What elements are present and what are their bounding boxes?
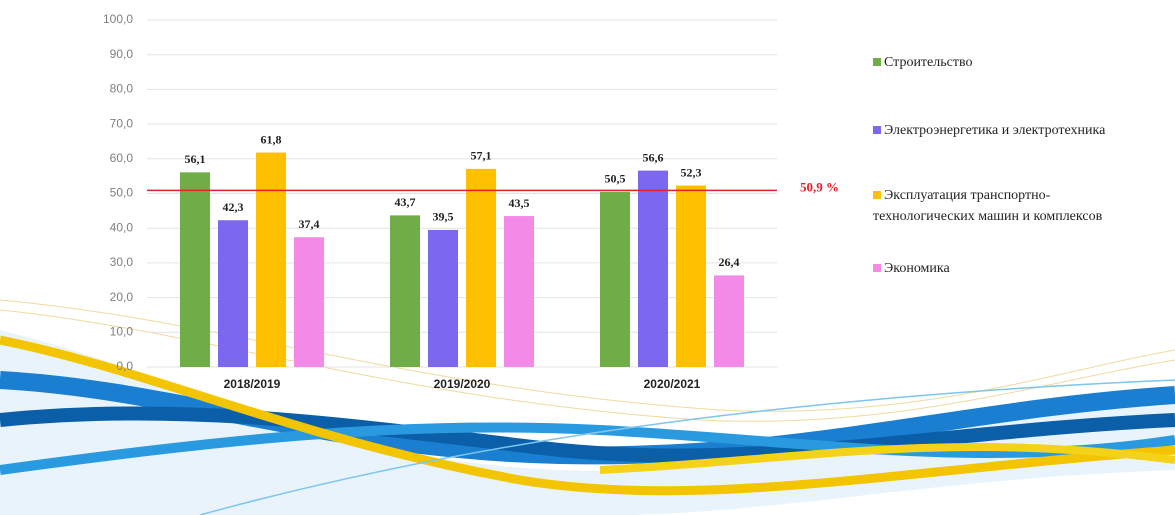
- x-tick-label: 2020/2021: [644, 377, 701, 391]
- bar: [218, 220, 248, 367]
- legend-label: Электроэнергетика и электротехника: [884, 123, 1106, 138]
- value-label: 26,4: [719, 255, 740, 269]
- value-label: 61,8: [261, 132, 282, 146]
- value-label: 56,1: [185, 152, 206, 166]
- bar: [180, 172, 210, 367]
- bar: [600, 191, 630, 367]
- y-tick-label: 40,0: [110, 220, 134, 234]
- legend-label: Строительство: [884, 55, 973, 70]
- background-waves: [0, 299, 1175, 515]
- value-label: 43,7: [395, 195, 416, 209]
- y-tick-label: 80,0: [110, 82, 134, 96]
- y-tick-label: 0,0: [116, 359, 133, 373]
- value-label: 56,6: [643, 150, 664, 164]
- bar: [428, 229, 458, 367]
- bar: [714, 275, 744, 367]
- legend-item: Электроэнергетика и электротехника: [873, 120, 1113, 141]
- bar: [466, 168, 496, 367]
- bar: [294, 237, 324, 367]
- value-label: 42,3: [223, 200, 244, 214]
- value-label: 52,3: [681, 165, 702, 179]
- y-tick-label: 90,0: [110, 47, 134, 61]
- bar: [504, 216, 534, 367]
- bar: [256, 152, 286, 367]
- value-label: 43,5: [509, 196, 530, 210]
- reference-label: 50,9 %: [800, 179, 839, 194]
- y-tick-label: 10,0: [110, 324, 134, 338]
- y-tick-label: 60,0: [110, 151, 134, 165]
- value-label: 39,5: [433, 210, 454, 224]
- legend-swatch: [873, 126, 881, 134]
- y-tick-label: 70,0: [110, 116, 134, 130]
- value-label: 57,1: [471, 149, 492, 163]
- bar: [390, 215, 420, 367]
- y-tick-label: 20,0: [110, 290, 134, 304]
- legend-swatch: [873, 58, 881, 66]
- plot-area: 0,0 10,0 20,0 30,0 40,0 50,0 60,0 70,0 80,0 90,0 1…: [103, 12, 839, 391]
- legend-label: Эксплуатация транспортно-технологических…: [873, 188, 1103, 224]
- y-tick-label: 50,0: [110, 186, 134, 200]
- legend-item: Строительство: [873, 52, 1113, 73]
- legend-label: Экономика: [884, 261, 950, 276]
- y-tick-label: 30,0: [110, 255, 134, 269]
- legend-item: Экономика: [873, 258, 1113, 279]
- x-tick-label: 2018/2019: [224, 377, 281, 391]
- bar: [676, 185, 706, 367]
- value-label: 50,5: [605, 172, 626, 186]
- value-label: 37,4: [299, 217, 320, 231]
- legend-swatch: [873, 191, 881, 199]
- bar: [638, 170, 668, 367]
- y-tick-label: 100,0: [103, 12, 133, 26]
- x-tick-label: 2019/2020: [434, 377, 491, 391]
- legend-swatch: [873, 264, 881, 272]
- legend-item: Эксплуатация транспортно-технологических…: [873, 185, 1113, 227]
